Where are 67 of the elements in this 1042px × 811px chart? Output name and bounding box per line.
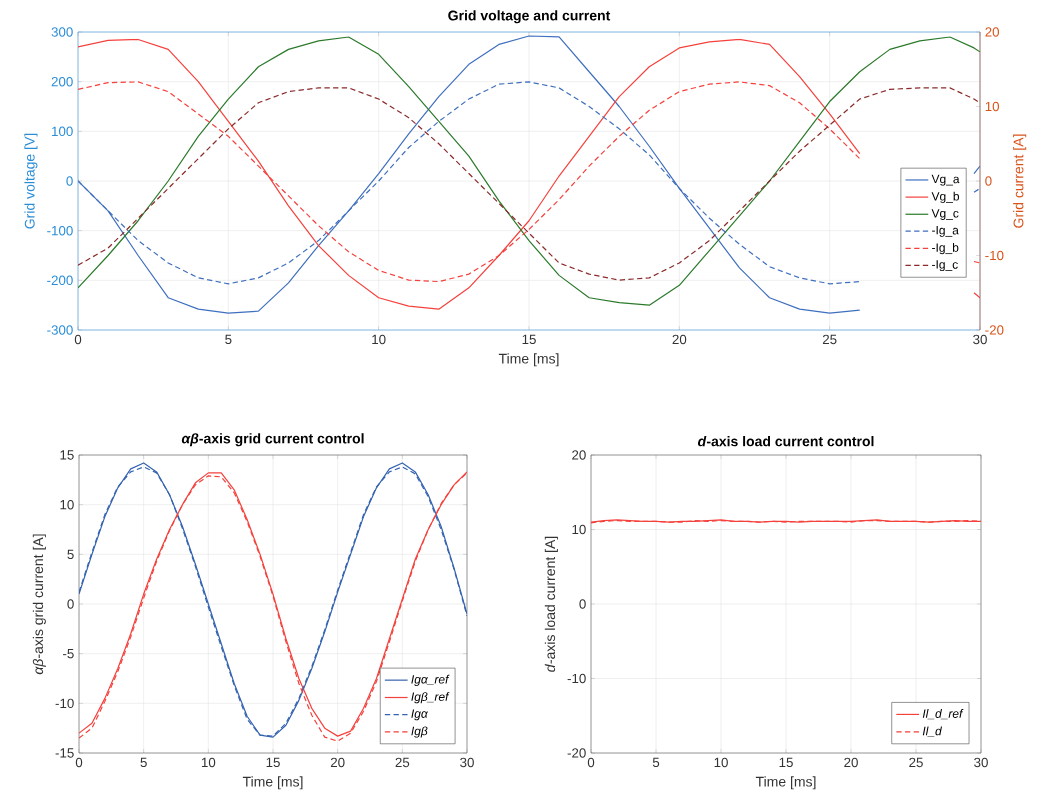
legend-label: Igα (411, 709, 429, 721)
y-tick-label: 10 (572, 524, 586, 535)
x-tick-label: 15 (266, 757, 280, 768)
y-tick-label: -100 (47, 225, 73, 236)
y-tick-label: -15 (55, 748, 74, 758)
x-axis-title: Time [ms] (242, 776, 303, 790)
x-tick-label: 0 (75, 757, 83, 768)
y2-tick-label: -10 (985, 250, 1004, 261)
chart-title: Grid voltage and current (448, 10, 611, 24)
x-tick-label: 0 (74, 334, 82, 345)
y-axis-title: Grid voltage [V] (24, 133, 38, 229)
y-tick-label: 0 (67, 599, 74, 609)
x-tick-label: 10 (372, 334, 386, 345)
legend-label: Vg_b (931, 191, 960, 203)
x-tick-label: 30 (460, 757, 474, 768)
legend-label: Il_d (922, 726, 942, 737)
y-tick-label: -10 (567, 673, 586, 684)
x-tick-label: 5 (652, 757, 660, 768)
legend-label: -Ig_a (932, 226, 959, 237)
y-tick-label: 15 (60, 450, 74, 460)
x-tick-label: 25 (909, 757, 923, 768)
y-axis-title: d-axis load current [A] (544, 536, 558, 672)
x-tick-label: 20 (672, 334, 687, 345)
y-tick-label: -10 (55, 698, 74, 709)
y-tick-label: 5 (67, 549, 74, 559)
chart-title: d-axis load current control (697, 436, 874, 447)
legend-label: Igα_ref (411, 674, 450, 686)
x-tick-label: 25 (822, 334, 837, 345)
x-tick-label: 30 (974, 757, 988, 768)
x-tick-label: 30 (973, 334, 987, 345)
chart-title: αβ-axis grid current control (181, 433, 364, 447)
x-tick-label: 10 (714, 757, 728, 768)
y-tick-label: -5 (63, 649, 74, 659)
y-tick-label: 200 (51, 76, 73, 87)
x-tick-label: 15 (779, 757, 793, 768)
y-tick-label: 100 (52, 126, 73, 137)
legend-label: Vg_a (931, 174, 960, 186)
y2-tick-label: -20 (985, 325, 1004, 335)
y2-tick-label: 20 (985, 27, 1000, 37)
x-axis-title: Time [ms] (498, 353, 559, 367)
y-tick-label: 0 (66, 176, 73, 186)
x-tick-label: 0 (587, 757, 595, 768)
y2-axis-title: Grid current [A] (1013, 134, 1027, 228)
y2-tick-label: 0 (985, 176, 992, 186)
y-tick-label: -20 (567, 748, 586, 758)
y-axis-title: αβ-axis grid current [A] (32, 534, 46, 675)
legend-label: Vg_c (931, 209, 959, 220)
y-tick-label: 0 (579, 599, 586, 609)
y-tick-label: 10 (60, 499, 74, 510)
x-tick-label: 15 (522, 334, 536, 345)
x-tick-label: 25 (395, 757, 410, 768)
x-tick-label: 5 (140, 757, 147, 768)
x-axis-title: Time [ms] (755, 776, 816, 790)
y-tick-label: 20 (572, 450, 586, 460)
x-tick-label: 20 (844, 757, 858, 768)
y2-tick-label: 10 (985, 101, 1000, 112)
y-tick-label: -200 (47, 275, 73, 286)
legend-label: -Ig_b (932, 242, 959, 255)
y-tick-label: 300 (51, 27, 73, 37)
x-tick-label: 20 (330, 757, 345, 768)
x-tick-label: 10 (201, 757, 216, 768)
legend-label: Il_d_ref (922, 709, 964, 720)
legend-label: -Ig_c (932, 260, 958, 272)
y-tick-label: -300 (47, 325, 73, 335)
legend-label: Igβ (411, 726, 428, 738)
legend-label: Igβ_ref (411, 692, 450, 704)
x-tick-label: 5 (225, 334, 232, 345)
